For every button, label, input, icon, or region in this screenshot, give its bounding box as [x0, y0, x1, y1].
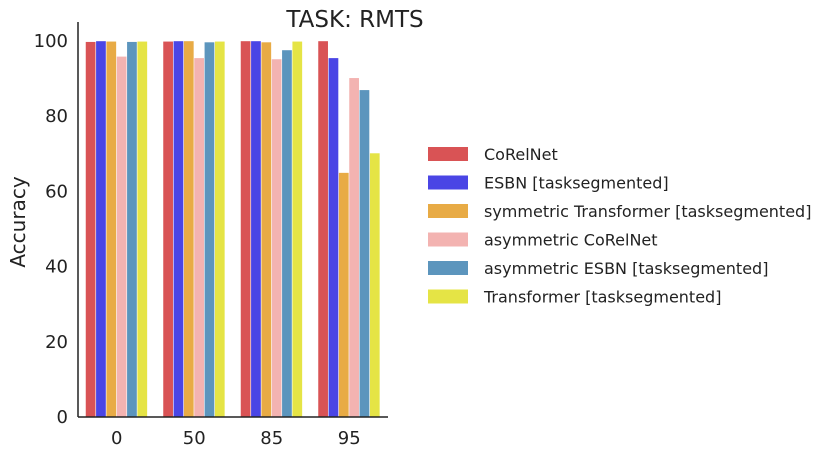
legend-label: CoRelNet	[484, 145, 558, 164]
legend: CoRelNet ESBN [tasksegmented] symmetric Tr…	[428, 145, 811, 307]
legend-swatch	[428, 175, 468, 190]
bar-asymmetric-esbn-tasksegmented-0	[127, 41, 137, 417]
bar-transformer-tasksegmented-95	[369, 153, 380, 418]
axes: 0 20 40 60 80 100 0 50 85 95	[34, 22, 388, 449]
y-tick-label: 40	[45, 257, 68, 278]
y-tick-label: 80	[45, 106, 68, 127]
bar-symmetric-transformer-tasksegmented-95	[338, 172, 349, 417]
bar-esbn-tasksegmented-0	[96, 41, 106, 417]
y-axis-label: Accuracy	[6, 176, 30, 267]
bar-esbn-tasksegmented-85	[251, 41, 261, 417]
legend-swatch	[428, 232, 468, 247]
bar-asymmetric-corelnet-95	[349, 78, 359, 418]
legend-label: asymmetric ESBN [tasksegmented]	[484, 259, 768, 278]
bar-esbn-tasksegmented-50	[173, 41, 184, 417]
legend-label: Transformer [tasksegmented]	[483, 288, 721, 307]
y-tick-label: 100	[34, 31, 68, 52]
bar-symmetric-transformer-tasksegmented-50	[183, 41, 194, 417]
legend-swatch	[428, 289, 468, 304]
bar-transformer-tasksegmented-50	[214, 41, 225, 418]
x-tick-label: 50	[183, 428, 206, 449]
x-tick-label: 85	[260, 428, 283, 449]
bar-asymmetric-corelnet-50	[194, 58, 204, 418]
legend-label: asymmetric CoRelNet	[484, 231, 658, 250]
y-tick-label: 60	[45, 181, 68, 202]
bar-corelnet-0	[85, 41, 96, 417]
bar-group	[85, 41, 380, 418]
x-tick-label: 95	[338, 428, 361, 449]
chart-title: TASK: RMTS	[285, 7, 423, 33]
bar-corelnet-50	[163, 41, 173, 418]
bar-corelnet-85	[240, 41, 251, 417]
bar-symmetric-transformer-tasksegmented-85	[261, 42, 272, 418]
bar-symmetric-transformer-tasksegmented-0	[106, 41, 117, 418]
bar-transformer-tasksegmented-0	[137, 41, 148, 418]
bar-asymmetric-corelnet-0	[116, 56, 127, 418]
y-tick-label: 0	[57, 407, 68, 428]
legend-label: ESBN [tasksegmented]	[484, 174, 669, 193]
bar-asymmetric-esbn-tasksegmented-50	[204, 42, 215, 418]
bar-asymmetric-esbn-tasksegmented-85	[282, 50, 292, 418]
y-tick-label: 20	[45, 332, 68, 353]
legend-swatch	[428, 261, 468, 275]
bar-asymmetric-corelnet-85	[271, 59, 282, 418]
legend-swatch	[428, 204, 468, 218]
bar-esbn-tasksegmented-95	[328, 58, 339, 418]
bar-corelnet-95	[318, 41, 328, 417]
legend-label: symmetric Transformer [tasksegmented]	[484, 202, 811, 221]
bar-asymmetric-esbn-tasksegmented-95	[359, 90, 370, 417]
legend-swatch	[428, 147, 468, 161]
bar-transformer-tasksegmented-85	[292, 41, 303, 418]
x-tick-label: 0	[111, 428, 122, 449]
